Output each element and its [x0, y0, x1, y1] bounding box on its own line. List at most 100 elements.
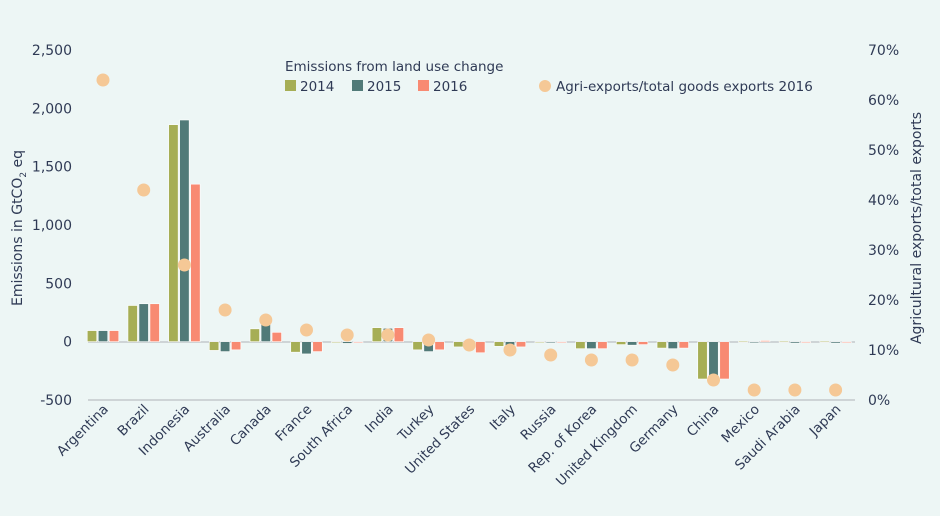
category-label: Argentina	[54, 402, 112, 460]
dot-india	[381, 328, 395, 342]
bar-2016-saudi-arabia	[800, 341, 811, 343]
legend-item-2016: 2016	[418, 79, 467, 95]
bar-2014-turkey	[412, 341, 423, 351]
bar-2015-indonesia	[179, 119, 190, 342]
bar-2015-united-kingdom	[627, 341, 638, 346]
bar-2014-japan	[819, 341, 830, 343]
y-tick-label: 1,500	[32, 160, 72, 176]
y-tick-label: 2,500	[32, 43, 72, 59]
bar-2014-china	[697, 341, 708, 380]
dot-indonesia	[177, 258, 191, 272]
legend-label-agri-exports: Agri-exports/total goods exports 2016	[556, 79, 813, 95]
dot-saudi-arabia	[788, 383, 802, 397]
bar-2016-rep-of-korea	[597, 341, 608, 349]
bar-2015-mexico	[749, 341, 760, 344]
dot-mexico	[747, 383, 761, 397]
legend-item-2015: 2015	[352, 79, 401, 95]
bar-2014-brazil	[127, 305, 138, 342]
y2-tick-label: 30%	[868, 243, 899, 259]
legend-label-2016: 2016	[433, 79, 467, 95]
bar-2014-india	[371, 327, 382, 342]
bar-2016-germany	[678, 341, 689, 349]
bar-2016-brazil	[149, 303, 160, 342]
y2-tick-label: 10%	[868, 343, 899, 359]
category-label: Brazil	[115, 402, 153, 440]
bar-2014-argentina	[86, 330, 98, 342]
legend-swatch-2016	[418, 80, 429, 91]
y2-tick-label: 50%	[868, 143, 899, 159]
dots	[96, 73, 843, 397]
bar-2016-united-states	[475, 341, 486, 354]
y2-tick-label: 0%	[868, 393, 890, 409]
category-label: India	[362, 402, 397, 437]
bar-2015-australia	[220, 341, 231, 352]
category-labels: Argentina BrazilIndonesiaAustraliaCanadaF…	[54, 402, 844, 490]
y-axis-title: Emissions in GtCO2 eq	[10, 150, 29, 306]
bar-2016-japan	[841, 341, 852, 343]
legend-item-2014: 2014	[285, 79, 334, 95]
bar-2014-russia	[534, 341, 545, 343]
bar-2015-saudi-arabia	[789, 341, 800, 344]
bar-2015-brazil	[138, 303, 149, 342]
bar-2016-canada	[271, 332, 282, 342]
legend-swatch-agri-exports	[539, 80, 551, 92]
dot-italy	[503, 343, 517, 357]
category-label: Italy	[487, 402, 519, 434]
dot-france	[300, 323, 313, 337]
legend: Emissions from land use change 2014 2015…	[285, 59, 813, 95]
bar-2016-russia	[556, 341, 567, 343]
y-axis-left: -500 0 500 1,000 1,500 2,000 2,500	[32, 43, 72, 409]
bar-2016-india	[393, 327, 404, 342]
y-tick-label: 2,000	[32, 101, 72, 117]
bar-2016-italy	[515, 341, 527, 348]
dot-south-africa	[340, 328, 354, 342]
bar-2016-united-kingdom	[638, 341, 649, 345]
y-tick-label: 0	[63, 335, 72, 351]
y-tick-label: 1,000	[32, 218, 72, 234]
dot-brazil	[137, 183, 151, 197]
bar-2014-indonesia	[168, 124, 179, 342]
legend-label-2015: 2015	[367, 79, 401, 95]
bar-2014-france	[290, 341, 301, 353]
category-label: Canada	[227, 402, 275, 450]
y2-tick-label: 70%	[868, 43, 899, 59]
dot-china	[707, 373, 720, 387]
y2-tick-label: 40%	[868, 193, 899, 209]
bar-2015-rep-of-korea	[586, 341, 597, 349]
bar-2016-argentina	[108, 330, 120, 342]
y2-tick-label: 20%	[868, 293, 899, 309]
bar-2016-mexico	[760, 340, 771, 342]
legend-swatch-2015	[352, 80, 363, 91]
bar-2016-indonesia	[190, 183, 201, 342]
bar-2016-turkey	[434, 341, 445, 351]
bar-2014-united-states	[453, 341, 464, 348]
y2-tick-label: 60%	[868, 93, 899, 109]
bar-2015-china	[708, 341, 719, 379]
dot-japan	[829, 383, 843, 397]
bar-2014-mexico	[738, 341, 749, 343]
dot-rep-of-korea	[584, 353, 598, 367]
bar-2014-united-kingdom	[616, 341, 627, 345]
legend-label-2014: 2014	[300, 79, 334, 95]
bar-2016-south-africa	[353, 341, 364, 343]
bar-2015-argentina	[97, 330, 109, 342]
dot-turkey	[422, 333, 436, 347]
dot-russia	[544, 348, 558, 362]
bar-2014-australia	[209, 341, 220, 351]
y2-axis-title: Agricultural exports/total exports	[909, 112, 925, 344]
bar-2015-south-africa	[342, 341, 353, 344]
dot-australia	[218, 303, 232, 317]
bar-2014-rep-of-korea	[575, 341, 586, 349]
bar-2016-france	[312, 341, 323, 352]
dot-germany	[666, 358, 680, 372]
legend-title: Emissions from land use change	[285, 59, 503, 75]
category-label: Japan	[806, 402, 845, 441]
dot-canada	[259, 313, 273, 327]
dot-united-kingdom	[625, 353, 639, 367]
dot-argentina	[96, 73, 110, 87]
legend-item-agri-exports: Agri-exports/total goods exports 2016	[539, 79, 813, 95]
bar-2014-germany	[656, 341, 667, 349]
bar-2016-china	[719, 341, 730, 380]
bar-2016-australia	[231, 341, 242, 351]
